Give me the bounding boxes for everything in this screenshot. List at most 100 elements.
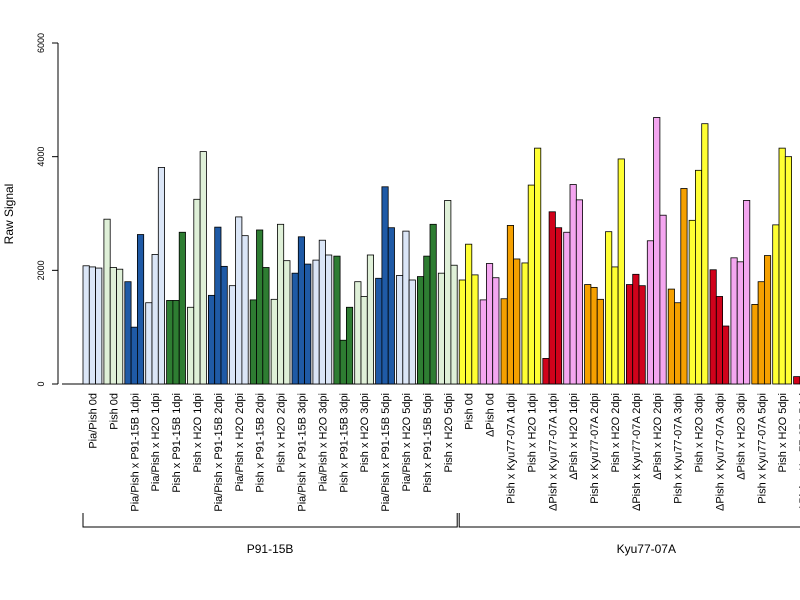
bar <box>429 223 437 385</box>
bar <box>396 275 404 385</box>
bar <box>207 294 216 385</box>
bar <box>701 123 709 385</box>
bar <box>584 284 592 385</box>
category-label: Pish x H2O 2dpi <box>610 393 622 472</box>
bar <box>157 167 166 385</box>
bar <box>228 285 237 385</box>
bar <box>151 254 159 385</box>
bar <box>772 224 780 385</box>
category-label: Pish x H2O 3dpi <box>359 393 371 472</box>
bar <box>166 300 174 385</box>
category-labels: Pia/Pish 0d Pish 0d Pia/Pish x P91-15B 1dp… <box>87 393 800 512</box>
category-label: ΔPish x H2O 2dpi <box>652 393 664 480</box>
bar <box>276 223 285 385</box>
category-label: Pia/Pish x H2O 2dpi <box>234 393 246 491</box>
bar <box>500 298 508 385</box>
bar <box>575 199 583 385</box>
bar <box>193 198 201 385</box>
category-label: Pia/Pish x P91-15B 2dpi <box>213 393 225 512</box>
category-label: Pia/Pish x P91-15B 1dpi <box>129 393 141 512</box>
bar <box>220 265 228 385</box>
bar <box>450 264 458 385</box>
bar <box>172 300 180 385</box>
category-label: Pish x Kyu77-07A 5dpi <box>756 393 768 504</box>
bar <box>402 230 410 385</box>
category-label: Pish x H2O 3dpi <box>694 393 706 472</box>
bar <box>465 243 473 385</box>
y-tick-label: 0 <box>36 381 46 386</box>
category-label: Pish x H2O 2dpi <box>276 393 288 472</box>
bar <box>95 267 103 385</box>
bar <box>784 156 792 385</box>
bar <box>360 296 368 385</box>
bar <box>695 169 703 385</box>
category-label: Pish 0d <box>464 393 476 430</box>
category-label: Pia/Pish 0d <box>87 393 99 449</box>
bar <box>130 326 138 385</box>
bar <box>145 302 153 385</box>
bar <box>214 226 222 385</box>
bar <box>638 285 646 385</box>
category-label: Pia/Pish x H2O 3dpi <box>317 393 329 491</box>
bar <box>793 376 800 385</box>
bar <box>743 200 751 385</box>
bar <box>479 299 487 385</box>
y-axis-label: Raw Signal <box>2 184 16 245</box>
bar <box>764 255 772 385</box>
bar <box>333 255 341 385</box>
bar <box>345 306 354 385</box>
bar <box>542 358 550 385</box>
bar <box>136 234 145 385</box>
bar <box>109 267 117 385</box>
bar <box>256 229 264 385</box>
bar <box>270 298 278 385</box>
bar <box>423 255 431 385</box>
bar <box>534 147 542 385</box>
bar <box>688 219 696 385</box>
bar <box>617 158 625 385</box>
bar <box>605 231 613 385</box>
bar <box>680 188 688 385</box>
bar <box>471 274 479 385</box>
category-label: Pish 0d <box>108 393 120 430</box>
category-label: Pish x P91-15B 5dpi <box>422 393 434 493</box>
bar <box>408 279 416 385</box>
bar <box>626 284 634 385</box>
bar <box>722 325 730 385</box>
bar <box>513 258 521 385</box>
bar <box>548 211 556 385</box>
bar <box>116 268 124 385</box>
bar <box>312 259 320 385</box>
bar <box>103 218 111 385</box>
bar <box>291 272 299 385</box>
bar <box>249 299 257 385</box>
bar <box>124 281 132 385</box>
bar <box>82 265 90 385</box>
bar <box>444 200 452 385</box>
category-label: Pish x H2O 5dpi <box>443 393 455 472</box>
bar <box>88 266 97 385</box>
bar <box>667 288 675 385</box>
bar <box>339 339 347 385</box>
bar <box>354 281 362 385</box>
bar <box>596 298 604 385</box>
bar <box>318 239 326 385</box>
category-label: Pish x P91-15B 3dpi <box>338 393 350 493</box>
category-label: ΔPish x Kyu77-07A 2dpi <box>631 393 643 511</box>
category-label: Pish x P91-15B 1dpi <box>171 393 183 493</box>
bar <box>375 277 383 385</box>
bar <box>199 151 207 385</box>
bars <box>82 117 800 385</box>
category-label: Pia/Pish x P91-15B 5dpi <box>380 393 392 512</box>
group-label: Kyu77-07A <box>617 542 676 556</box>
bar <box>241 235 249 385</box>
bar <box>563 231 571 385</box>
bar <box>187 306 195 385</box>
bar <box>709 269 717 385</box>
bar <box>653 117 661 385</box>
category-label: ΔPish x Kyu77-07A 1dpi <box>547 393 559 511</box>
category-label: ΔPish x Kyu77-07A 3dpi <box>714 393 726 511</box>
group-brackets: P91-15B Kyu77-07A <box>82 513 800 556</box>
bar <box>458 279 466 385</box>
category-label: Pish x Kyu77-07A 2dpi <box>589 393 601 504</box>
